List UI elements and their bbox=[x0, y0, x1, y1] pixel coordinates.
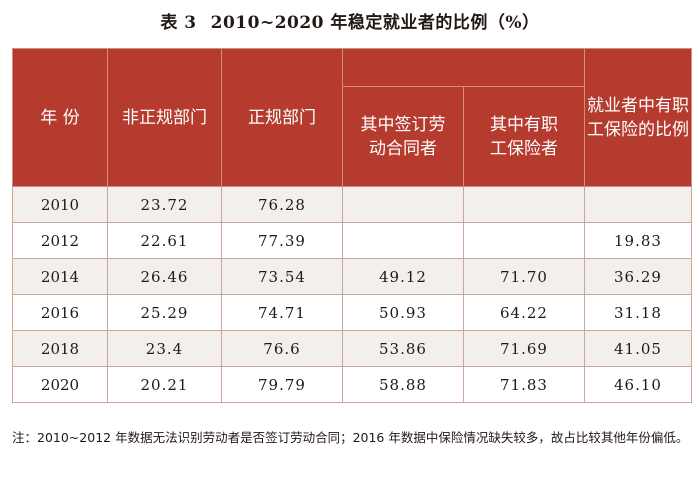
cell-formal: 79.79 bbox=[221, 366, 343, 403]
cell-signed bbox=[342, 222, 464, 259]
table-row: 2012 22.61 77.39 19.83 bbox=[12, 222, 692, 259]
table-row: 2020 20.21 79.79 58.88 71.83 46.10 bbox=[12, 366, 692, 403]
header-insured-line2: 工保险者 bbox=[490, 138, 558, 159]
cell-formal: 76.6 bbox=[221, 330, 343, 367]
table-number: 表 3 bbox=[160, 13, 197, 33]
header-signed-line1: 其中签订劳 bbox=[360, 114, 446, 135]
cell-insured bbox=[463, 222, 585, 259]
header-signed: 其中签订劳 动合同者 bbox=[342, 86, 464, 187]
header-insurance-ratio-line2: 工保险的比例 bbox=[587, 119, 689, 140]
header-informal: 非正规部门 bbox=[107, 48, 222, 187]
cell-informal: 23.72 bbox=[107, 186, 222, 223]
cell-insured: 64.22 bbox=[463, 294, 585, 331]
header-signed-line2: 动合同者 bbox=[369, 138, 437, 159]
header-insured-line1: 其中有职 bbox=[490, 114, 558, 135]
cell-formal: 74.71 bbox=[221, 294, 343, 331]
cell-signed: 53.86 bbox=[342, 330, 464, 367]
table-title: 表 3 2010~2020 年稳定就业者的比例（%） bbox=[0, 8, 700, 33]
header-insurance-ratio-line1: 就业者中有职 bbox=[587, 95, 689, 116]
cell-formal: 77.39 bbox=[221, 222, 343, 259]
cell-ratio: 19.83 bbox=[584, 222, 692, 259]
cell-signed: 50.93 bbox=[342, 294, 464, 331]
cell-informal: 26.46 bbox=[107, 258, 222, 295]
cell-formal: 73.54 bbox=[221, 258, 343, 295]
cell-informal: 20.21 bbox=[107, 366, 222, 403]
cell-year: 2012 bbox=[12, 222, 108, 259]
employment-table: 年 份 非正规部门 正规部门 就业者中有职 工保险的比例 其中签订劳 动合同者 … bbox=[12, 48, 692, 403]
cell-formal: 76.28 bbox=[221, 186, 343, 223]
cell-ratio bbox=[584, 186, 692, 223]
cell-ratio: 31.18 bbox=[584, 294, 692, 331]
cell-year: 2020 bbox=[12, 366, 108, 403]
cell-insured: 71.70 bbox=[463, 258, 585, 295]
table-row: 2010 23.72 76.28 bbox=[12, 186, 692, 223]
header-year: 年 份 bbox=[12, 48, 108, 187]
cell-ratio: 41.05 bbox=[584, 330, 692, 367]
cell-signed: 49.12 bbox=[342, 258, 464, 295]
table-row: 2014 26.46 73.54 49.12 71.70 36.29 bbox=[12, 258, 692, 295]
cell-insured: 71.69 bbox=[463, 330, 585, 367]
table-row: 2016 25.29 74.71 50.93 64.22 31.18 bbox=[12, 294, 692, 331]
table-caption: 2010~2020 年稳定就业者的比例（%） bbox=[210, 13, 540, 33]
table-note: 注：2010~2012 年数据无法识别劳动者是否签订劳动合同；2016 年数据中… bbox=[12, 430, 689, 445]
cell-informal: 25.29 bbox=[107, 294, 222, 331]
cell-ratio: 36.29 bbox=[584, 258, 692, 295]
cell-insured bbox=[463, 186, 585, 223]
cell-year: 2016 bbox=[12, 294, 108, 331]
header-formal-group bbox=[342, 48, 585, 87]
header-formal: 正规部门 bbox=[221, 48, 343, 187]
table-row: 2018 23.4 76.6 53.86 71.69 41.05 bbox=[12, 330, 692, 367]
cell-insured: 71.83 bbox=[463, 366, 585, 403]
cell-year: 2014 bbox=[12, 258, 108, 295]
cell-informal: 22.61 bbox=[107, 222, 222, 259]
cell-signed bbox=[342, 186, 464, 223]
cell-ratio: 46.10 bbox=[584, 366, 692, 403]
header-insured: 其中有职 工保险者 bbox=[463, 86, 585, 187]
header-insurance-ratio: 就业者中有职 工保险的比例 bbox=[584, 48, 692, 187]
cell-year: 2010 bbox=[12, 186, 108, 223]
cell-year: 2018 bbox=[12, 330, 108, 367]
cell-informal: 23.4 bbox=[107, 330, 222, 367]
cell-signed: 58.88 bbox=[342, 366, 464, 403]
